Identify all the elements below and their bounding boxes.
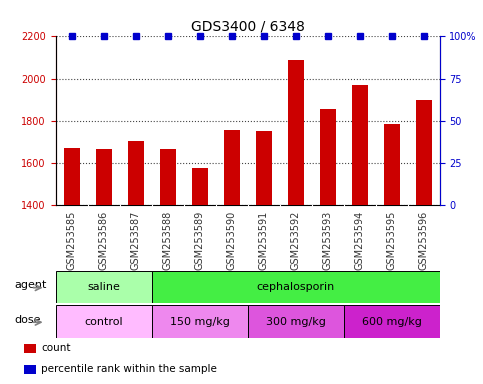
Text: 150 mg/kg: 150 mg/kg [170,316,229,327]
Bar [64,148,80,384]
Bar [415,100,431,384]
Text: GSM253585: GSM253585 [67,210,76,270]
Text: GSM253593: GSM253593 [323,210,332,270]
Text: count: count [41,343,71,353]
Text: GSM253587: GSM253587 [130,210,141,270]
Bar [256,131,271,384]
Text: agent: agent [14,280,46,290]
Bar [24,365,36,374]
Bar [128,141,143,384]
Bar [320,109,336,384]
Bar [152,305,248,338]
Text: GSM253588: GSM253588 [163,210,172,270]
Text: dose: dose [14,315,41,325]
Bar [343,305,440,338]
Bar [96,149,112,384]
Bar [192,169,208,384]
Bar [384,124,399,384]
Bar [56,305,152,338]
Text: GSM253589: GSM253589 [195,210,204,270]
Text: GSM253595: GSM253595 [386,210,397,270]
Text: cephalosporin: cephalosporin [256,282,335,292]
Text: 600 mg/kg: 600 mg/kg [362,316,422,327]
Bar [24,344,36,353]
Text: GSM253596: GSM253596 [419,210,428,270]
Bar [224,130,240,384]
Text: GSM253591: GSM253591 [258,210,269,270]
Text: GSM253592: GSM253592 [291,210,300,270]
Bar [352,86,368,384]
Text: percentile rank within the sample: percentile rank within the sample [41,364,217,374]
Text: GSM253586: GSM253586 [99,210,109,270]
Text: 300 mg/kg: 300 mg/kg [266,316,326,327]
Title: GDS3400 / 6348: GDS3400 / 6348 [191,20,304,34]
Text: GSM253594: GSM253594 [355,210,365,270]
Bar [159,149,175,384]
Text: GSM253590: GSM253590 [227,210,237,270]
Bar [152,271,440,303]
Bar [287,60,303,384]
Bar [248,305,343,338]
Bar [56,271,152,303]
Text: control: control [84,316,123,327]
Text: saline: saline [87,282,120,292]
